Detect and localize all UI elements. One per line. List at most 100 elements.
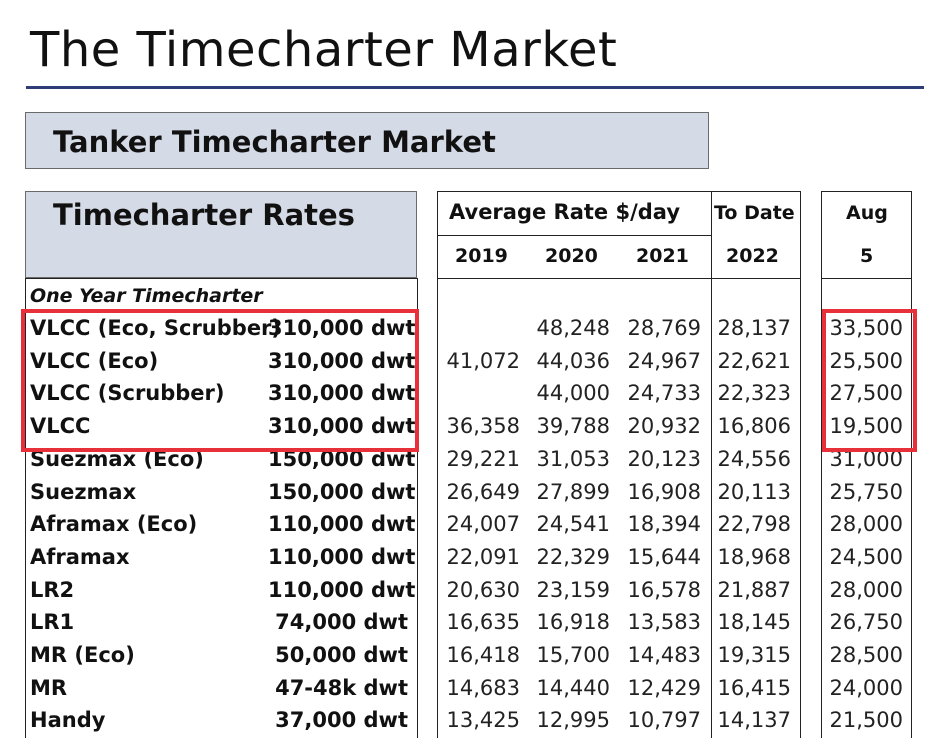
rate-2020: 24,541 (536, 512, 610, 537)
rate-aug: 19,500 (829, 414, 903, 439)
vessel-name: Suezmax (30, 479, 137, 504)
table-row: VLCC 310,000 dwt 36,358 39,788 20,932 16,806 1… (0, 410, 925, 442)
section-header-box: Tanker Timecharter Market (25, 112, 709, 169)
rate-2019: 36,358 (446, 414, 520, 439)
rate-aug: 28,500 (829, 643, 903, 667)
rate-2019: 13,425 (446, 708, 520, 733)
rate-aug: 25,500 (829, 348, 903, 373)
rate-aug: 24,000 (829, 675, 903, 700)
rate-to-date: 18,968 (717, 544, 791, 569)
year-header-2019: 2019 (455, 245, 508, 267)
header-mid-rule-avg (437, 235, 711, 236)
table-row: VLCC (Eco) 310,000 dwt 41,072 44,036 24,967 2… (0, 345, 925, 377)
todate-col-left-border (711, 191, 712, 738)
rate-to-date: 22,621 (717, 348, 791, 373)
subhead-one-year: One Year Timecharter (30, 285, 263, 307)
highlight-vlcc-aug (822, 309, 917, 452)
vessel-name: LR2 (30, 577, 75, 602)
header-top-rule-avg (437, 191, 800, 192)
rate-to-date: 19,315 (717, 643, 791, 667)
vessel-name: VLCC (Eco) (30, 348, 159, 373)
vessel-dwt: 47-48k dwt (275, 675, 408, 700)
vessel-dwt: 310,000 dwt (268, 316, 416, 340)
vessel-dwt: 110,000 dwt (268, 577, 416, 602)
rate-aug: 28,000 (829, 577, 903, 602)
rate-2020: 44,036 (536, 348, 610, 373)
table-row: Aframax 110,000 dwt 22,091 22,329 15,644 18,9… (0, 541, 925, 573)
vessel-dwt: 310,000 dwt (268, 381, 416, 406)
rate-aug: 28,000 (829, 512, 903, 537)
rate-2020: 22,329 (536, 544, 610, 569)
rate-2021: 10,797 (627, 708, 701, 733)
rate-2021: 20,932 (627, 414, 701, 439)
table-row: Handy 37,000 dwt 13,425 12,995 10,797 14,137 2… (0, 704, 925, 736)
aug-col-right-border (911, 191, 912, 738)
rate-2021: 13,583 (627, 610, 701, 635)
rate-2021: 18,394 (627, 512, 701, 537)
aug-header: Aug (846, 202, 888, 224)
table-row: Aframax (Eco) 110,000 dwt 24,007 24,541 18,3… (0, 508, 925, 540)
rate-2021: 20,123 (627, 446, 701, 471)
rate-to-date: 22,798 (717, 512, 791, 537)
vessel-name: Aframax (30, 544, 130, 569)
vessel-name: VLCC (Scrubber) (30, 381, 225, 406)
todate-col-right-border (800, 191, 801, 738)
rate-2020: 16,918 (536, 610, 610, 635)
vessel-dwt: 310,000 dwt (268, 348, 416, 373)
year-header-2021: 2021 (636, 245, 689, 267)
vessel-dwt: 50,000 dwt (275, 643, 408, 667)
vessel-name: Aframax (Eco) (30, 512, 198, 537)
to-date-header: To Date (714, 202, 795, 224)
header-bottom-rule-aug (821, 278, 911, 279)
vessel-name: Handy (30, 708, 106, 733)
section-title: Tanker Timecharter Market (53, 125, 496, 159)
vessel-dwt: 110,000 dwt (268, 544, 416, 569)
rate-2021: 16,908 (627, 479, 701, 504)
avg-col-left-border (437, 191, 438, 738)
rates-title: Timecharter Rates (53, 198, 355, 232)
header-bottom-rule-avg (437, 278, 800, 279)
rate-2019: 29,221 (446, 446, 520, 471)
rate-2019: 16,635 (446, 610, 520, 635)
year-header-2020: 2020 (545, 245, 598, 267)
name-col-right-border (417, 278, 418, 738)
rate-aug: 26,750 (829, 610, 903, 635)
rate-2019: 14,683 (446, 675, 520, 700)
title-rule (26, 86, 924, 89)
rate-aug: 24,500 (829, 544, 903, 569)
rate-2019: 41,072 (446, 348, 520, 373)
rate-2020: 23,159 (536, 577, 610, 602)
rate-2020: 14,440 (536, 675, 610, 700)
avg-rate-header: Average Rate $/day (449, 200, 681, 224)
page-title: The Timecharter Market (30, 22, 618, 78)
table-row: LR2 110,000 dwt 20,630 23,159 16,578 21,887 28… (0, 574, 925, 606)
rate-to-date: 16,415 (717, 675, 791, 700)
rate-to-date: 22,323 (717, 381, 791, 406)
vessel-name: MR (Eco) (30, 643, 135, 667)
rate-2021: 24,967 (627, 348, 701, 373)
rate-2020: 15,700 (536, 643, 610, 667)
vessel-dwt: 110,000 dwt (268, 512, 416, 537)
table-row: MR (Eco) 50,000 dwt 16,418 15,700 14,483 19,3… (0, 639, 925, 671)
rate-2019: 16,418 (446, 643, 520, 667)
rate-to-date: 14,137 (717, 708, 791, 733)
table-row: LR1 74,000 dwt 16,635 16,918 13,583 18,145 26,… (0, 606, 925, 638)
rate-to-date: 20,113 (717, 479, 791, 504)
left-border (25, 278, 26, 738)
vessel-name: MR (30, 675, 68, 700)
vessel-name: LR1 (30, 610, 75, 635)
rate-aug: 21,500 (829, 708, 903, 733)
rate-2019: 22,091 (446, 544, 520, 569)
rate-aug: 27,500 (829, 381, 903, 406)
vessel-name: VLCC (Eco, Scrubber) (30, 316, 282, 340)
header-bottom-rule-name (25, 278, 417, 279)
rate-to-date: 21,887 (717, 577, 791, 602)
rate-2021: 28,769 (627, 316, 701, 340)
vessel-name: VLCC (30, 414, 91, 439)
table-row: Suezmax 150,000 dwt 26,649 27,899 16,908 20,1… (0, 476, 925, 508)
aug-day-header: 5 (860, 245, 874, 267)
rate-to-date: 16,806 (717, 414, 791, 439)
highlight-vlcc-names (21, 309, 419, 452)
rate-2019: 20,630 (446, 577, 520, 602)
table-row: VLCC (Eco, Scrubber) 310,000 dwt 48,248 28,… (0, 312, 925, 344)
